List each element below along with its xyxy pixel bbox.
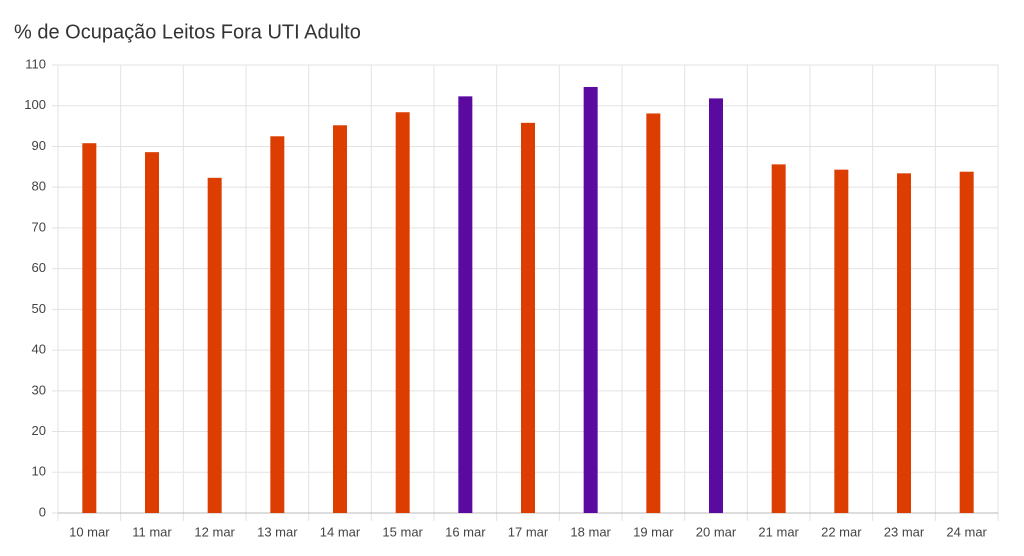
bar	[959, 171, 974, 514]
x-tick-label: 18 mar	[570, 524, 611, 539]
y-tick-label: 50	[32, 301, 46, 316]
x-tick-label: 10 mar	[69, 524, 110, 539]
y-tick-label: 110	[25, 56, 46, 71]
x-tick-label: 13 mar	[257, 524, 298, 539]
bar	[82, 143, 97, 514]
bar	[771, 164, 786, 513]
x-tick-label: 17 mar	[508, 524, 549, 539]
x-tick-label: 22 mar	[821, 524, 862, 539]
y-tick-label: 100	[24, 97, 46, 112]
y-tick-label: 90	[32, 138, 46, 153]
x-tick-label: 16 mar	[445, 524, 486, 539]
y-tick-label: 70	[32, 219, 46, 234]
bar	[270, 136, 285, 514]
bar	[897, 173, 911, 514]
bar	[145, 152, 159, 513]
y-tick-label: 60	[32, 260, 46, 275]
y-tick-label: 20	[32, 423, 46, 438]
bar	[646, 113, 661, 513]
x-tick-label: 15 mar	[382, 524, 423, 539]
bar	[583, 86, 598, 513]
y-tick-label: 40	[32, 342, 46, 357]
x-tick-label: 20 mar	[696, 524, 737, 539]
x-tick-label: 14 mar	[320, 524, 361, 539]
bar	[521, 122, 535, 513]
bar	[834, 169, 849, 513]
x-tick-label: 11 mar	[132, 524, 172, 539]
x-tick-label: 12 mar	[194, 524, 235, 539]
y-tick-label: 80	[32, 179, 46, 194]
bar	[709, 98, 723, 513]
bar	[333, 125, 347, 513]
y-tick-label: 30	[32, 382, 46, 397]
chart-title: % de Ocupação Leitos Fora UTI Adulto	[14, 21, 361, 43]
y-tick-label: 0	[39, 504, 46, 519]
y-tick-label: 10	[32, 464, 46, 479]
x-tick-label: 23 mar	[884, 524, 925, 539]
x-tick-label: 19 mar	[633, 524, 674, 539]
bar	[458, 96, 473, 514]
x-tick-label: 24 mar	[946, 524, 987, 539]
bar	[207, 177, 222, 513]
bar	[395, 112, 410, 513]
x-tick-label: 21 mar	[758, 524, 799, 539]
